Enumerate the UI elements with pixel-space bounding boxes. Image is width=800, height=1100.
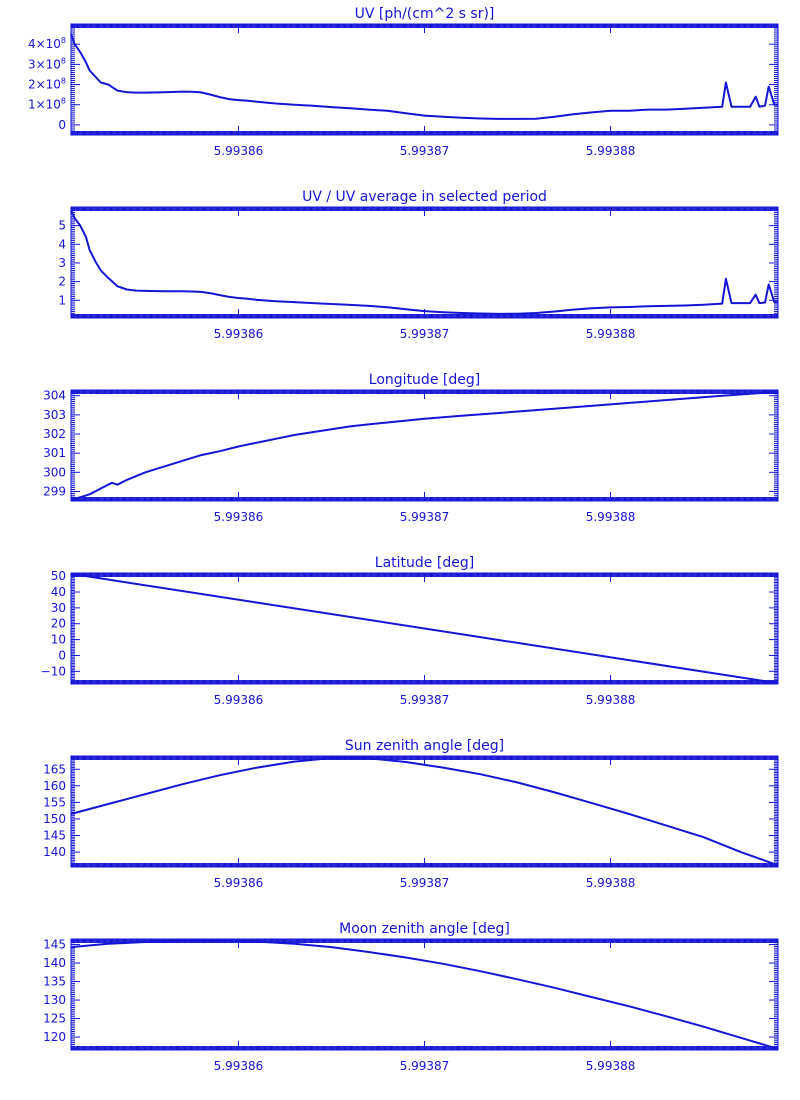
y-tick-label-base: 4 [58, 237, 66, 251]
y-tick-label-base: 3 [58, 256, 66, 270]
chart-panel-3: Longitude [deg]5.99386 5.99387 5.993882993… [43, 372, 779, 524]
chart-panel-2: UV / UV average in selected period 5.9938… [58, 189, 779, 341]
y-tick-label: 5 [58, 219, 66, 233]
plot-frame [70, 23, 779, 136]
y-tick-label-base: 2 [58, 275, 66, 289]
series-line [70, 33, 778, 120]
y-tick-label-base: 0 [58, 118, 66, 132]
y-tick-label: 1 [58, 293, 66, 307]
x-tick-label: 5.99387 [400, 510, 450, 524]
plot-frame [70, 206, 779, 319]
x-tick-label: 5.99386 [214, 144, 264, 158]
x-tick-label: 5.99386 [214, 327, 264, 341]
x-tick-label: 5.99387 [400, 327, 450, 341]
y-tick-label: 2×108 [28, 77, 66, 92]
y-tick-label: 2 [58, 275, 66, 289]
y-tick-label-base: 1 [58, 293, 66, 307]
plot-frame [70, 389, 779, 502]
y-tick-label-base: 4×10 [28, 37, 61, 51]
y-tick-label: 3 [58, 256, 66, 270]
y-tick-label-exponent: 8 [61, 36, 66, 45]
chart-panel-1: UV [ph/(cm^2 s sr)] 5.99386 5.99387 5.99388… [28, 6, 779, 158]
x-tick-label: 5.99388 [586, 144, 636, 158]
y-tick-label: 3×108 [28, 56, 66, 71]
y-tick-label-base: 5 [58, 219, 66, 233]
series-line [70, 210, 778, 315]
x-tick-label: 5.99388 [586, 327, 636, 341]
y-tick-label: 4×108 [28, 36, 66, 51]
chart-title: UV / UV average in selected period [302, 189, 547, 205]
x-tick-label: 5.99386 [214, 510, 264, 524]
y-tick-label-base: 2×10 [28, 78, 61, 92]
y-tick-label-base: 3×10 [28, 57, 61, 71]
y-tick-label-exponent: 8 [61, 77, 66, 86]
chart-title: UV [ph/(cm^2 s sr)] [355, 6, 495, 22]
y-tick-label-exponent: 8 [61, 97, 66, 106]
chart-title: Longitude [deg] [369, 372, 480, 388]
y-tick-label: 4 [58, 237, 66, 251]
y-tick-label: 0 [58, 118, 66, 132]
x-tick-label: 5.99388 [586, 510, 636, 524]
y-tick-label: 1×108 [28, 97, 66, 112]
y-tick-label: 299 [43, 484, 66, 498]
y-tick-label-base: 1×10 [28, 98, 61, 112]
y-tick-label-exponent: 8 [61, 56, 66, 65]
x-tick-label: 5.99387 [400, 144, 450, 158]
